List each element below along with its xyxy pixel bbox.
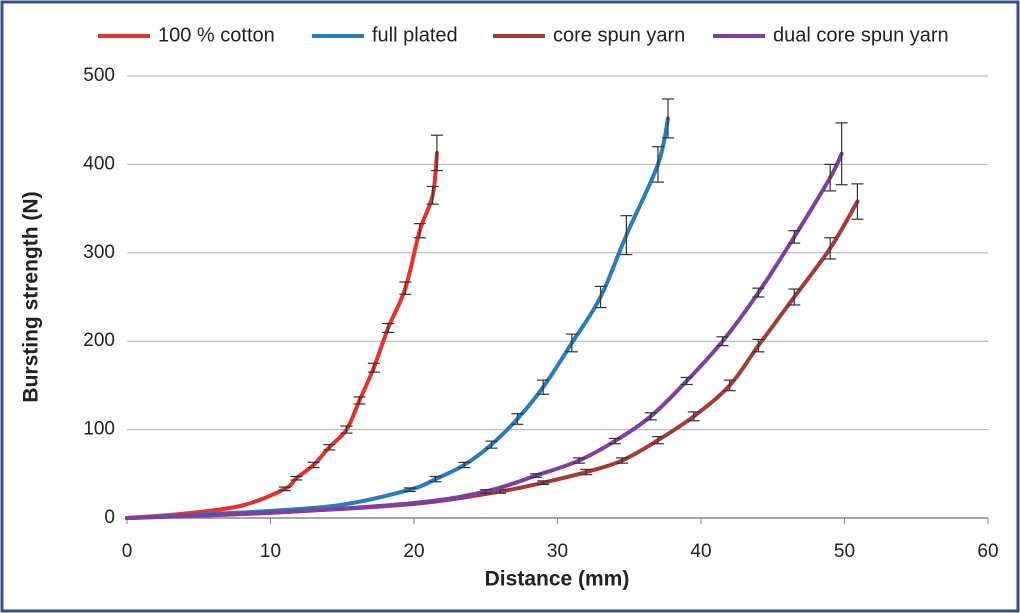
error-bar: [278, 486, 291, 492]
error-bar: [651, 436, 664, 445]
legend-label: full plated: [372, 24, 458, 46]
error-bar: [367, 362, 380, 373]
error-bar: [307, 461, 320, 469]
error-bar: [788, 230, 801, 244]
error-bar: [752, 287, 765, 298]
error-bar: [661, 98, 674, 139]
error-bar: [565, 333, 578, 353]
error-bar: [608, 437, 621, 445]
y-tick-label: 200: [83, 330, 115, 351]
y-tick-label: 100: [83, 419, 115, 440]
y-tick-label: 0: [104, 507, 115, 528]
error-bar: [511, 413, 524, 425]
error-bar: [651, 146, 664, 183]
error-bar: [620, 215, 633, 256]
error-bar: [429, 475, 442, 483]
error-bar: [430, 134, 443, 172]
x-tick-label: 50: [834, 541, 855, 562]
error-bar: [594, 285, 607, 309]
error-bar: [537, 480, 550, 486]
error-bar: [290, 475, 303, 481]
x-tick-label: 20: [403, 541, 424, 562]
error-bar: [835, 122, 848, 186]
error-bar: [788, 288, 801, 306]
error-bar: [458, 461, 471, 469]
error-bar: [403, 487, 416, 493]
legend-label: dual core spun yarn: [773, 24, 949, 46]
error-bar: [824, 163, 837, 192]
x-tick-label: 40: [690, 541, 711, 562]
error-bar: [723, 379, 736, 392]
error-bar: [537, 379, 550, 395]
y-tick-label: 400: [83, 153, 115, 174]
error-bar: [382, 322, 395, 333]
error-bar: [485, 440, 498, 449]
y-tick-label: 500: [83, 65, 115, 86]
error-bar: [616, 457, 629, 464]
error-bar: [644, 412, 657, 421]
error-bar: [426, 185, 439, 205]
legend-label: 100 % cotton: [158, 24, 275, 46]
error-bar: [479, 489, 492, 494]
x-tick-label: 10: [260, 541, 281, 562]
error-bar: [529, 473, 542, 478]
error-bar: [851, 183, 864, 220]
y-axis-title: Bursting strength (N): [20, 191, 43, 402]
x-tick-label: 0: [122, 541, 133, 562]
y-tick-label: 300: [83, 242, 115, 263]
error-bar: [752, 338, 765, 353]
error-bar: [413, 223, 426, 239]
x-tick-label: 30: [547, 541, 568, 562]
legend-label: core spun yarn: [553, 24, 685, 46]
error-bar: [340, 425, 353, 434]
error-bar: [573, 457, 586, 464]
error-bar: [580, 468, 593, 476]
error-bar: [716, 336, 729, 347]
x-tick-label: 60: [977, 541, 998, 562]
series-line: [125, 151, 844, 520]
error-bar: [824, 237, 837, 260]
error-bar: [687, 411, 700, 422]
error-bar: [680, 376, 693, 386]
error-bar: [323, 444, 336, 451]
error-bar: [353, 396, 366, 405]
error-bar: [399, 281, 412, 295]
x-axis-title: Distance (mm): [485, 568, 630, 591]
